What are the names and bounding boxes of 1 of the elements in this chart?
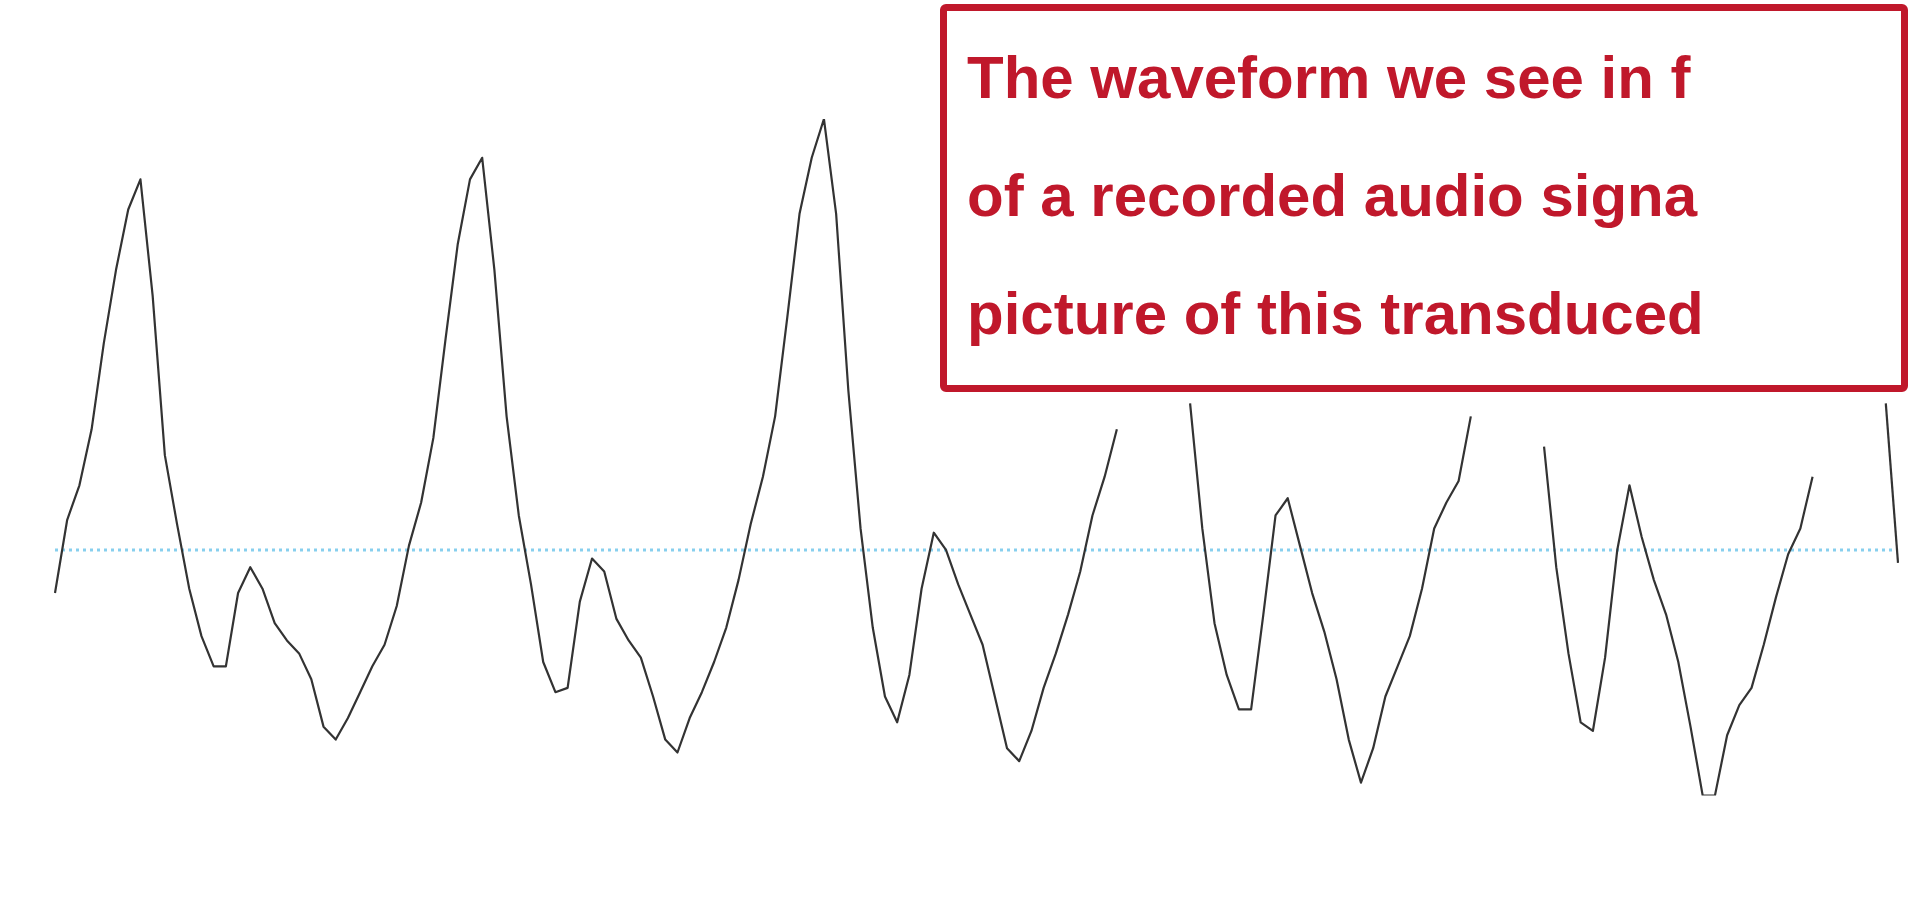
annotation: The waveform we see in f of a recorded audio signa picture of this transduced [940, 4, 1908, 392]
